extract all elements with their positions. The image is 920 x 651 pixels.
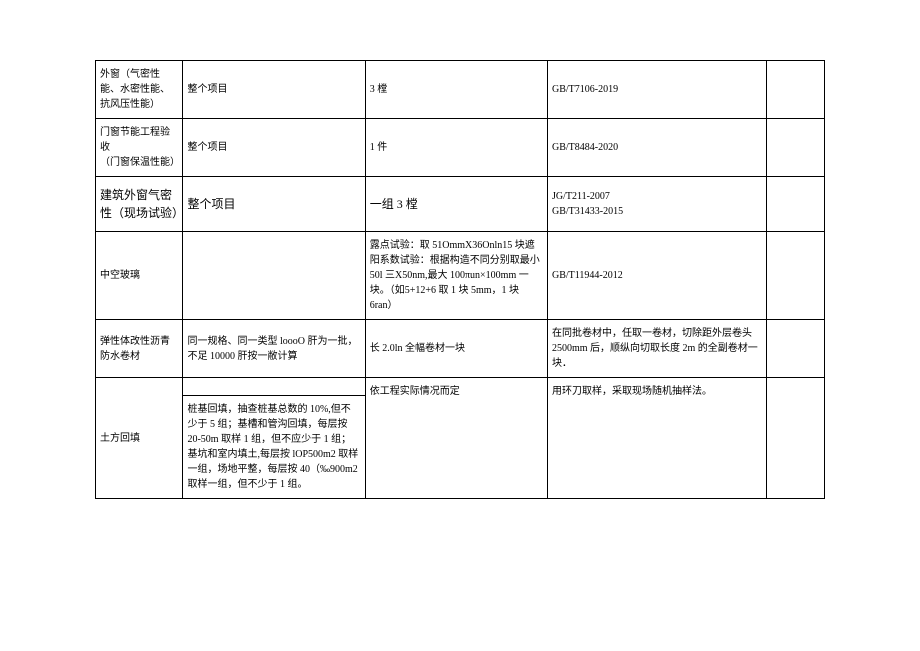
cell-quantity: 一组 3 樘 [365, 177, 547, 232]
table-row: 中空玻璃 露点试验：取 51OmmX36Onln15 块遮阳系数试验：根据构造不… [96, 232, 825, 320]
cell-standard: GB/T8484-2020 [547, 119, 766, 177]
cell-standard: GB/T11944-2012 [547, 232, 766, 320]
cell-standard: GB/T7106-2019 [547, 61, 766, 119]
table-row: 外窗（气密性能、水密性能、抗风压性能） 整个项目 3 樘 GB/T7106-20… [96, 61, 825, 119]
cell-quantity: 依工程实际情况而定 [365, 378, 547, 499]
cell-scope: 同一规格、同一类型 loooO 肝为一批，不足 10000 肝按一敝计算 [183, 320, 365, 378]
cell-scope [183, 232, 365, 320]
cell-standard: 在同批卷材中，任取一卷材，切除距外层卷头 2500mm 后，顺纵向切取长度 2m… [547, 320, 766, 378]
specification-table: 外窗（气密性能、水密性能、抗风压性能） 整个项目 3 樘 GB/T7106-20… [95, 60, 825, 499]
cell-item-name: 中空玻璃 [96, 232, 183, 320]
cell-scope: 整个项目 [183, 119, 365, 177]
table-row: 土方回填 依工程实际情况而定 用环刀取样，采取现场随机抽样法。 [96, 378, 825, 396]
cell-quantity: 长 2.0ln 全幅卷材一块 [365, 320, 547, 378]
cell-scope: 整个项目 [183, 177, 365, 232]
table-row: 门窗节能工程验收 （门窗保温性能） 整个项目 1 件 GB/T8484-2020 [96, 119, 825, 177]
cell-remark [766, 232, 824, 320]
cell-scope-top [183, 378, 365, 396]
cell-item-name: 弹性体改性沥青防水卷材 [96, 320, 183, 378]
cell-quantity: 露点试验：取 51OmmX36Onln15 块遮阳系数试验：根据构造不同分别取最… [365, 232, 547, 320]
cell-standard: JG/T211-2007 GB/T31433-2015 [547, 177, 766, 232]
cell-scope-bottom: 桩基回填，抽查桩基总数的 10%,但不少于 5 组；基槽和管沟回填，每层按 20… [183, 396, 365, 499]
cell-scope: 整个项目 [183, 61, 365, 119]
cell-item-name: 外窗（气密性能、水密性能、抗风压性能） [96, 61, 183, 119]
cell-remark [766, 61, 824, 119]
cell-standard: 用环刀取样，采取现场随机抽样法。 [547, 378, 766, 499]
cell-item-name: 土方回填 [96, 378, 183, 499]
cell-quantity: 1 件 [365, 119, 547, 177]
table-row: 弹性体改性沥青防水卷材 同一规格、同一类型 loooO 肝为一批，不足 1000… [96, 320, 825, 378]
table-row: 建筑外窗气密性（现场试验） 整个项目 一组 3 樘 JG/T211-2007 G… [96, 177, 825, 232]
cell-remark [766, 378, 824, 499]
cell-item-name: 建筑外窗气密性（现场试验） [96, 177, 183, 232]
cell-item-name: 门窗节能工程验收 （门窗保温性能） [96, 119, 183, 177]
cell-remark [766, 177, 824, 232]
cell-remark [766, 320, 824, 378]
cell-remark [766, 119, 824, 177]
cell-quantity: 3 樘 [365, 61, 547, 119]
